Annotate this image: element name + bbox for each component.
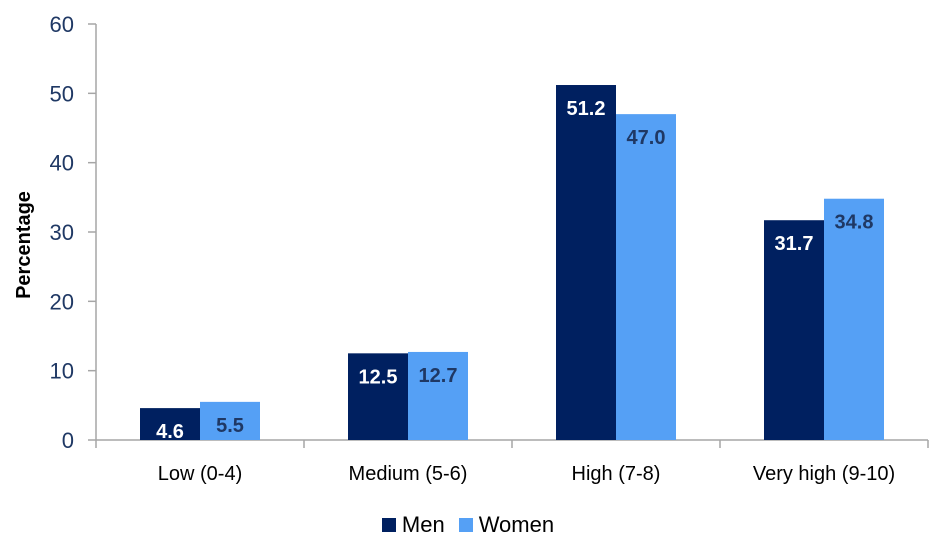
- x-category-label: Very high (9-10): [753, 463, 895, 485]
- legend-label-women: Women: [478, 512, 555, 537]
- data-label-men: 51.2: [567, 98, 606, 120]
- y-tick-label: 10: [50, 359, 74, 384]
- data-label-men: 12.5: [359, 366, 398, 388]
- data-label-women: 47.0: [627, 127, 666, 149]
- x-category-label: Low (0-4): [158, 463, 242, 485]
- data-label-women: 34.8: [835, 212, 874, 234]
- axes: 0 10 20 30 40 50 60 Low (0-4) Medium (5-6) High (…: [50, 12, 929, 485]
- bar-men-3: [764, 220, 824, 440]
- bar-men-1: [348, 353, 408, 440]
- x-category-label: High (7-8): [572, 463, 661, 485]
- x-category-label: Medium (5-6): [349, 463, 468, 485]
- legend-label-men: Men: [401, 512, 445, 537]
- data-label-women: 12.7: [419, 365, 458, 387]
- y-tick-label: 30: [50, 220, 74, 245]
- bar-women-2: [616, 114, 676, 440]
- y-tick-label: 0: [62, 428, 74, 453]
- bar-men-2: [556, 85, 616, 440]
- legend-item-women: Women: [458, 512, 555, 538]
- y-tick-label: 40: [50, 151, 74, 176]
- data-label-men: 31.7: [775, 233, 814, 255]
- data-label-women: 5.5: [216, 415, 244, 437]
- y-tick-label: 60: [50, 12, 74, 37]
- y-tick-label: 20: [50, 289, 74, 314]
- bar-men-0: [140, 408, 200, 440]
- bars: 4.6 12.5 51.2 31.7 5.5 12.7 47.0 34.8: [140, 85, 884, 443]
- legend: Men Women: [0, 512, 936, 538]
- legend-swatch-men: [381, 518, 396, 532]
- bar-women-1: [408, 351, 468, 440]
- y-axis-label: Percentage: [13, 191, 35, 299]
- legend-swatch-women: [458, 518, 473, 532]
- legend-item-men: Men: [381, 512, 445, 538]
- data-label-men: 4.6: [156, 421, 184, 443]
- bar-women-3: [824, 198, 884, 440]
- bar-women-0: [200, 401, 260, 440]
- y-tick-label: 50: [50, 81, 74, 106]
